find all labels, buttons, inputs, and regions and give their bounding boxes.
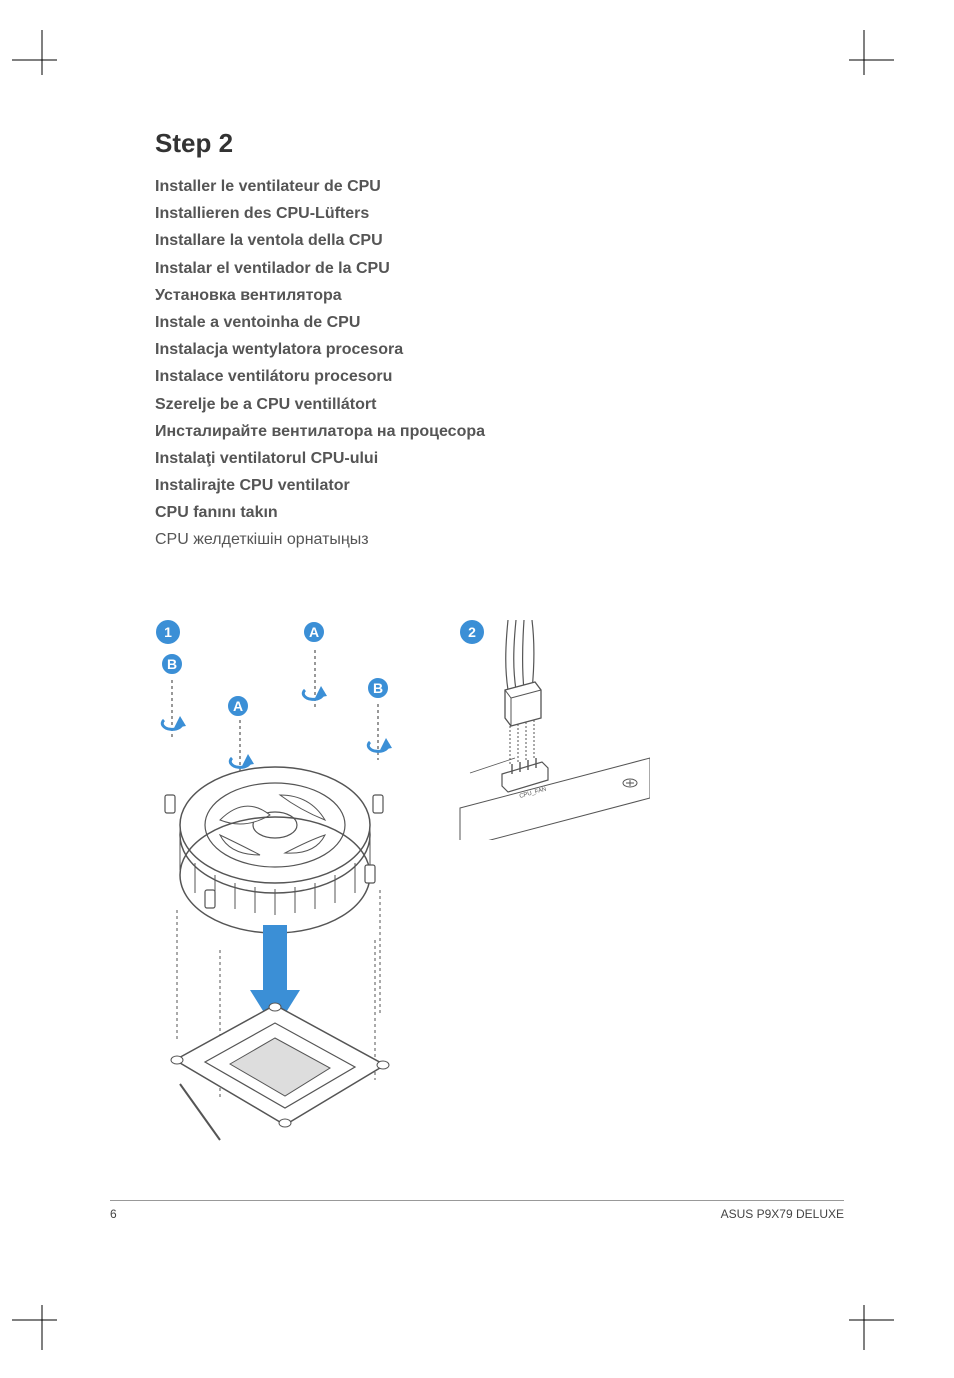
crop-mark-br: [834, 1290, 894, 1350]
lang-line: CPU желдеткішін орнатыңыз: [155, 526, 845, 553]
lang-line: Instalace ventilátoru procesoru: [155, 363, 845, 390]
lang-line: Instalar el ventilador de la CPU: [155, 255, 845, 282]
crop-mark-tl: [12, 30, 72, 90]
lang-line: Instalirajte CPU ventilator: [155, 472, 845, 499]
lang-line: Инсталирайте вентилатора на процесора: [155, 418, 845, 445]
lang-line: Instale a ventoinha de CPU: [155, 309, 845, 336]
crop-mark-tr: [834, 30, 894, 90]
diagram-badge-b: B: [366, 676, 390, 700]
lang-line: Installare la ventola della CPU: [155, 227, 845, 254]
language-list: Installer le ventilateur de CPU Installi…: [155, 173, 845, 554]
page-number: 6: [110, 1207, 117, 1221]
page-content: Step 2 Installer le ventilateur de CPU I…: [155, 128, 845, 554]
lang-line: CPU fanını takın: [155, 499, 845, 526]
lang-line: Instalacja wentylatora procesora: [155, 336, 845, 363]
diagram-badge-1: 1: [156, 620, 180, 644]
diagram-fan-connector: CPU_FAN: [450, 620, 650, 840]
diagram-badge-2: 2: [460, 620, 484, 644]
diagram-badge-b: B: [160, 652, 184, 676]
diagram-badge-a: A: [226, 694, 250, 718]
lang-line: Installieren des CPU-Lüfters: [155, 200, 845, 227]
lang-line: Szerelje be a CPU ventillátort: [155, 391, 845, 418]
crop-mark-bl: [12, 1290, 72, 1350]
product-name: ASUS P9X79 DELUXE: [721, 1207, 844, 1221]
lang-line: Instalaţi ventilatorul CPU-ului: [155, 445, 845, 472]
lang-line: Установка вентилятора: [155, 282, 845, 309]
installation-diagram: CPU_FAN 1 B A A B 2: [150, 610, 850, 1170]
lang-line: Installer le ventilateur de CPU: [155, 173, 845, 200]
diagram-badge-a: A: [302, 620, 326, 644]
step-title: Step 2: [155, 128, 845, 159]
page-footer: 6 ASUS P9X79 DELUXE: [110, 1200, 844, 1221]
diagram-fan-install: [150, 610, 450, 1170]
